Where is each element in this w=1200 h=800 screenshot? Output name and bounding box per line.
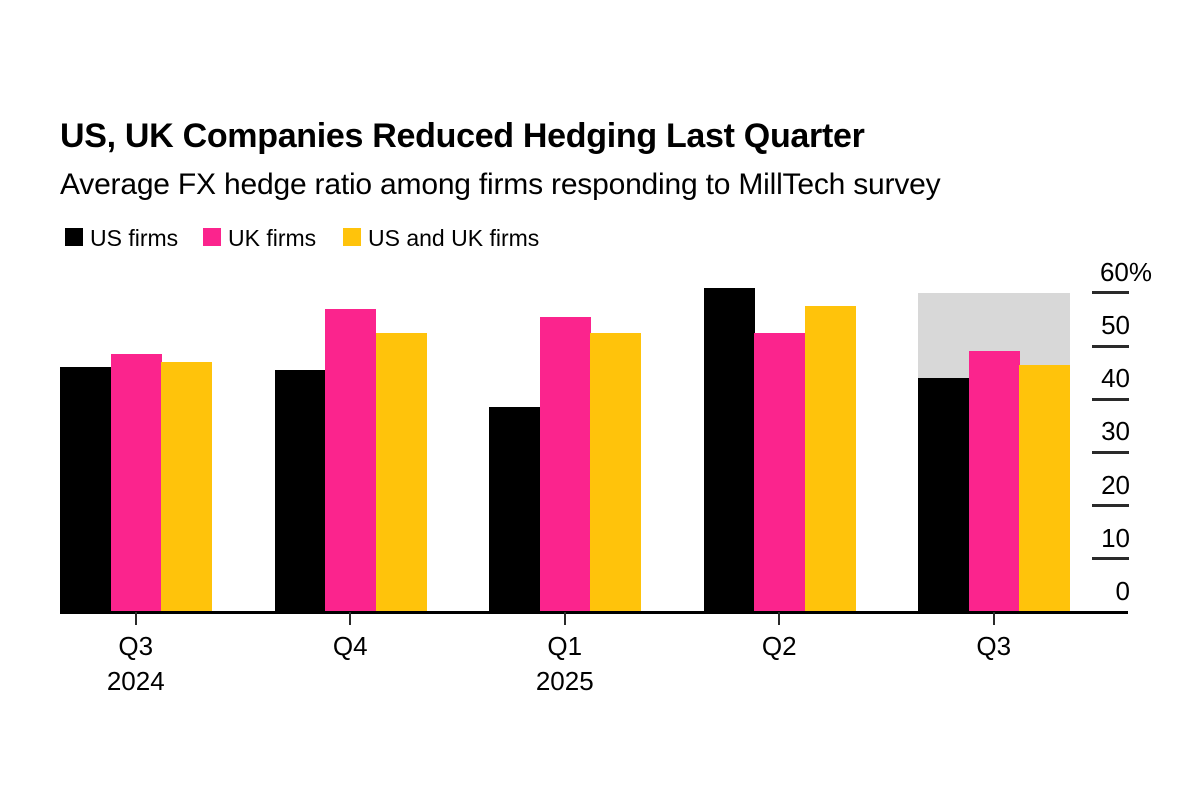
- x-axis-tick-q3-0: [134, 612, 137, 625]
- y-axis-label-20: 20: [1101, 469, 1130, 500]
- bar-us-firms-q3-0: [60, 367, 111, 612]
- bar-us-firms-q1-2: [489, 407, 540, 612]
- x-axis-label-q3-0: Q3: [118, 631, 154, 661]
- x-axis-label-q4-1: Q4: [332, 631, 368, 661]
- x-axis-tick-q4-1: [349, 612, 352, 625]
- x-axis-line: [60, 610, 1128, 614]
- bar-uk-firms-q1-2: [539, 316, 591, 612]
- y-axis-label-0: 0: [1115, 576, 1130, 606]
- x-axis-year-label-2024: 2024: [106, 666, 165, 696]
- y-axis-tick-50: [1092, 344, 1129, 348]
- legend-swatch-uk-firms: [203, 228, 221, 246]
- bar-us-and-uk-firms-q2-3: [804, 306, 856, 612]
- y-axis-tick-10: [1092, 557, 1129, 561]
- x-axis-year-label-2025: 2025: [535, 666, 594, 696]
- bar-uk-firms-q3-0: [110, 354, 162, 612]
- x-axis-label-q1-2: Q1: [547, 631, 583, 661]
- bar-uk-firms-q4-1: [325, 308, 376, 612]
- y-axis-label-10: 10: [1101, 522, 1130, 553]
- y-axis-label-30: 30: [1101, 416, 1130, 447]
- y-axis-tick-30: [1092, 450, 1129, 454]
- bar-us-firms-q2-3: [703, 287, 755, 612]
- y-axis-tick-60: [1092, 291, 1129, 295]
- y-axis-tick-20: [1092, 504, 1129, 508]
- bar-uk-firms-q2-3: [754, 332, 805, 612]
- x-axis-tick-q2-3: [778, 612, 781, 625]
- x-axis-tick-q3-4: [992, 612, 995, 625]
- legend-label-us-and-uk-firms: US and UK firms: [368, 225, 540, 251]
- bar-us-firms-q4-1: [274, 370, 326, 612]
- x-axis-label-q2-3: Q2: [761, 631, 797, 661]
- y-axis-tick-40: [1092, 397, 1129, 401]
- y-axis-label-40: 40: [1101, 363, 1130, 394]
- x-axis-label-q3-4: Q3: [976, 631, 1012, 661]
- legend-swatch-us-firms: [65, 228, 83, 246]
- legend-swatch-us-and-uk-firms: [343, 228, 361, 246]
- bar-us-and-uk-firms-q3-4: [1019, 364, 1070, 612]
- y-axis-label-50: 50: [1101, 310, 1130, 341]
- bar-us-and-uk-firms-q1-2: [590, 332, 641, 612]
- chart-subtitle: Average FX hedge ratio among firms respo…: [60, 168, 941, 201]
- legend-label-us-firms: US firms: [90, 225, 179, 251]
- legend: US firms UK firms US and UK firms: [0, 226, 1200, 252]
- bar-uk-firms-q3-4: [968, 351, 1020, 612]
- chart-title: US, UK Companies Reduced Hedging Last Qu…: [60, 117, 865, 155]
- x-axis-tick-q1-2: [563, 612, 566, 625]
- bar-us-and-uk-firms-q4-1: [375, 332, 427, 612]
- bar-us-and-uk-firms-q3-0: [161, 362, 212, 612]
- legend-label-uk-firms: UK firms: [228, 225, 317, 251]
- y-axis-label-60: 60%: [1099, 256, 1152, 287]
- bar-us-firms-q3-4: [918, 378, 969, 612]
